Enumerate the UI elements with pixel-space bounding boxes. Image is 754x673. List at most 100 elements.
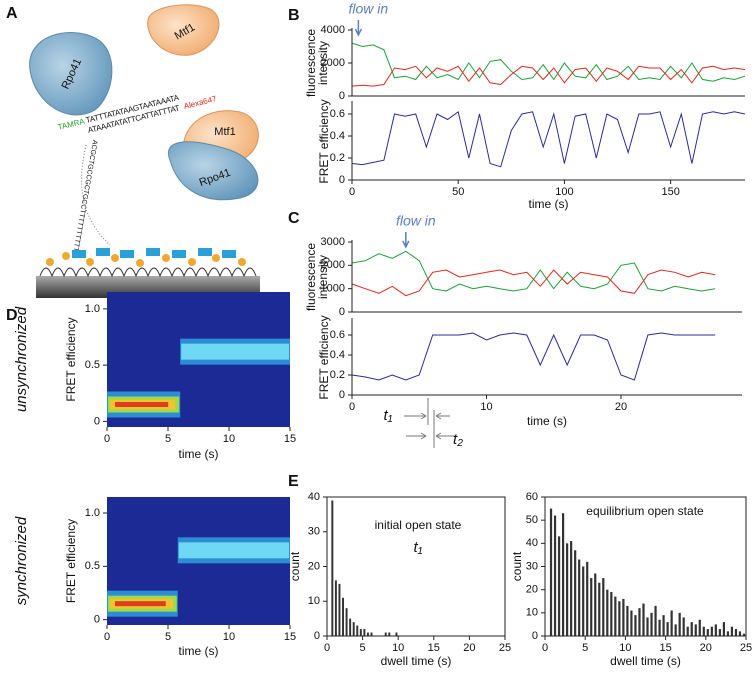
hist-bar <box>634 615 637 636</box>
hist-bar <box>666 622 669 636</box>
hist-bar <box>388 632 391 636</box>
y-tick-label: 1.0 <box>85 303 100 315</box>
x-tick-label: 20 <box>463 642 475 654</box>
x-tick-label: 15 <box>284 433 296 445</box>
y-tick-label: 40 <box>526 537 538 549</box>
hist-bar <box>722 622 725 636</box>
hist-bar <box>395 632 398 636</box>
x-tick-label: 20 <box>700 642 712 654</box>
hist-bar <box>349 618 352 636</box>
y-tick-label: 0.4 <box>330 349 345 361</box>
x-tick-label: 0 <box>542 642 548 654</box>
y-tick-label: 10 <box>308 595 320 607</box>
data-line <box>351 269 716 297</box>
hist-bar <box>658 619 661 636</box>
x-tick-label: 5 <box>582 642 588 654</box>
hist-bar <box>557 536 561 636</box>
x-tick-label: 0 <box>104 631 110 643</box>
hist-bar <box>690 622 693 636</box>
heat-band-core <box>181 343 289 360</box>
protein-label: Mtf1 <box>214 126 235 138</box>
x-tick-label: 0 <box>349 401 355 413</box>
x-tick-label: 50 <box>452 186 464 198</box>
y-tick-label: 0.6 <box>330 329 345 341</box>
y-tick-label: 1000 <box>321 283 345 295</box>
data-line <box>351 65 746 87</box>
chart: 0 10 20 30 40 0 5 10 15 20 25 dwell time (s) count in… <box>288 491 511 668</box>
hist-bar <box>738 631 742 636</box>
y-axis-label: fluorescence <box>304 243 318 311</box>
hist-bar <box>674 624 677 636</box>
hist-bar <box>345 608 348 636</box>
x-tick-label: 5 <box>165 631 171 643</box>
y-tick-label: 0 <box>339 174 345 186</box>
y-tick-label: 3000 <box>321 236 345 248</box>
y-tick-label: 0 <box>94 614 100 626</box>
hist-bar <box>742 633 746 636</box>
y-tick-label: 40 <box>308 491 320 503</box>
x-axis-label: dwell time (s) <box>381 654 452 668</box>
hist-bar <box>366 632 369 636</box>
y-tick-label: 2000 <box>321 259 345 271</box>
hist-bar <box>359 629 362 636</box>
hist-bar <box>338 583 341 636</box>
x-tick-label: 0 <box>324 642 330 654</box>
dwell-markers <box>404 398 456 448</box>
hist-bar <box>561 513 565 636</box>
y-tick-label: 0.5 <box>85 359 100 371</box>
y-axis-label: count <box>510 551 524 581</box>
hist-bar <box>334 580 337 636</box>
hist-bar <box>582 566 585 636</box>
x-tick-label: 25 <box>499 642 511 654</box>
hist-bar <box>610 591 613 636</box>
y-axis-label: FRET efficiency <box>317 99 331 183</box>
hist-bar <box>574 550 577 636</box>
hist-bar <box>331 500 334 636</box>
hist-bar <box>602 578 605 636</box>
dye-label: Alexa647 <box>183 94 218 111</box>
panel-label: C <box>288 210 300 227</box>
hist-bar <box>714 624 717 636</box>
protein-shape <box>147 4 220 56</box>
side-label: synchronized <box>13 516 30 605</box>
hist-bar <box>356 625 359 636</box>
y-axis-label: FRET efficiency <box>64 317 78 401</box>
hist-bar <box>650 612 653 636</box>
annotation-arrowhead <box>402 240 410 249</box>
hist-bar <box>553 515 557 636</box>
y-axis-label: FRET efficiency <box>64 519 78 603</box>
x-tick-label: 10 <box>223 433 235 445</box>
annotation: initial open state <box>375 518 462 532</box>
hist-bar <box>678 612 681 636</box>
y-tick-label: 10 <box>526 607 538 619</box>
y-axis-label: FRET efficiency <box>317 315 331 399</box>
x-axis-label: dwell time (s) <box>610 654 681 668</box>
heat-band-core <box>115 402 169 407</box>
biotin <box>46 252 246 267</box>
y-tick-label: 50 <box>526 514 538 526</box>
y-tick-label: 0.6 <box>330 108 345 120</box>
hist-bar <box>726 631 730 636</box>
hist-bar <box>590 578 593 636</box>
x-tick-label: 15 <box>428 642 440 654</box>
y-tick-label: 4000 <box>321 24 345 36</box>
panel-label: D <box>6 307 18 324</box>
panel-label: E <box>288 473 299 490</box>
heat-band-core <box>178 542 289 559</box>
y-tick-label: 0 <box>314 630 320 642</box>
hist-bar <box>598 582 601 636</box>
hist-bar <box>618 601 621 636</box>
hist-bar <box>702 626 705 636</box>
y-tick-label: 0.4 <box>330 130 345 142</box>
hist-bar <box>578 559 581 636</box>
annotation: flow in <box>396 213 436 229</box>
data-line <box>351 250 716 292</box>
hist-bar <box>686 626 689 636</box>
hist-bar <box>384 632 387 636</box>
dna-loop: ACGCTGCCGCTGCCTTTTTTTTTT <box>71 139 98 252</box>
chart: 0 0.2 0.4 0.6 0 50 100 150 time (s) FRET efficien… <box>317 99 746 211</box>
x-tick-label: 5 <box>165 433 171 445</box>
panel-label: B <box>288 7 300 24</box>
hist-bar <box>734 629 738 636</box>
